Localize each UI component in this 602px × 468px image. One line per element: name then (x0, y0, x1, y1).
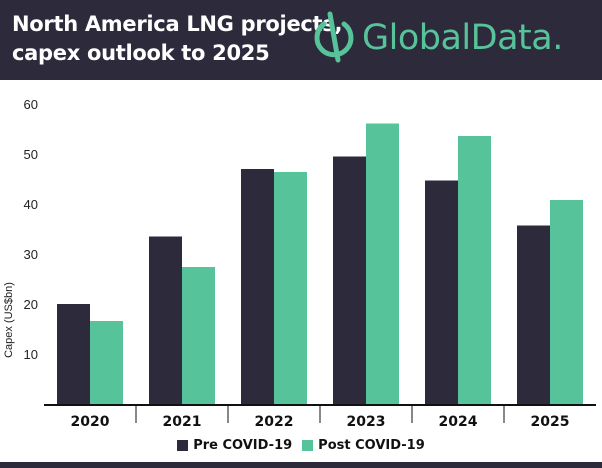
legend-swatch-pre (177, 440, 189, 451)
x-tick-label: 2020 (71, 414, 110, 430)
bar-pre-2021 (149, 236, 182, 405)
x-tick-label: 2022 (255, 414, 294, 430)
y-tick-label: 30 (24, 247, 38, 262)
legend-swatch-post (302, 440, 314, 451)
x-tick-label: 2024 (439, 414, 478, 430)
x-tick-label: 2021 (163, 414, 202, 430)
bar-pre-2020 (57, 304, 90, 405)
legend-label-pre: Pre COVID-19 (193, 438, 293, 453)
legend-item-pre: Pre COVID-19 (177, 438, 292, 453)
legend-item-post: Post COVID-19 (302, 438, 425, 453)
x-tick-label: 2025 (531, 414, 570, 430)
bar-pre-2024 (425, 180, 458, 405)
x-tick-label: 2023 (347, 414, 386, 430)
header-bar: North America LNG projects, capex outloo… (0, 0, 602, 80)
bar-pre-2023 (333, 156, 366, 405)
bars (57, 123, 583, 405)
y-axis-label: Capex (US$bn) (3, 282, 15, 358)
legend-label-post: Post COVID-19 (318, 438, 425, 453)
bar-pre-2022 (241, 169, 274, 405)
y-tick-label: 40 (24, 197, 38, 212)
bar-post-2023 (366, 123, 399, 405)
logo-text: GlobalData. (362, 18, 563, 58)
x-axis-ticks: 2020 2021 2022 2023 2024 2025 (71, 405, 570, 430)
bar-post-2024 (458, 136, 491, 405)
bar-post-2025 (550, 200, 583, 405)
chart-title: North America LNG projects, capex outloo… (12, 10, 342, 68)
bar-post-2020 (90, 321, 123, 405)
bar-pre-2025 (517, 225, 550, 405)
y-tick-label: 20 (24, 297, 38, 312)
title-line-2: capex outlook to 2025 (12, 41, 270, 65)
y-axis-ticks: 10 20 30 40 50 60 (24, 97, 38, 362)
globaldata-logo-icon (314, 11, 354, 63)
footer-bar (0, 462, 602, 468)
y-tick-label: 60 (24, 97, 38, 112)
y-tick-label: 50 (24, 147, 38, 162)
y-tick-label: 10 (24, 347, 38, 362)
globaldata-logo: GlobalData. (310, 10, 600, 70)
title-line-1: North America LNG projects, (12, 12, 343, 36)
bar-post-2022 (274, 172, 307, 405)
legend: Pre COVID-19 Post COVID-19 (0, 438, 602, 453)
bar-post-2021 (182, 267, 215, 405)
